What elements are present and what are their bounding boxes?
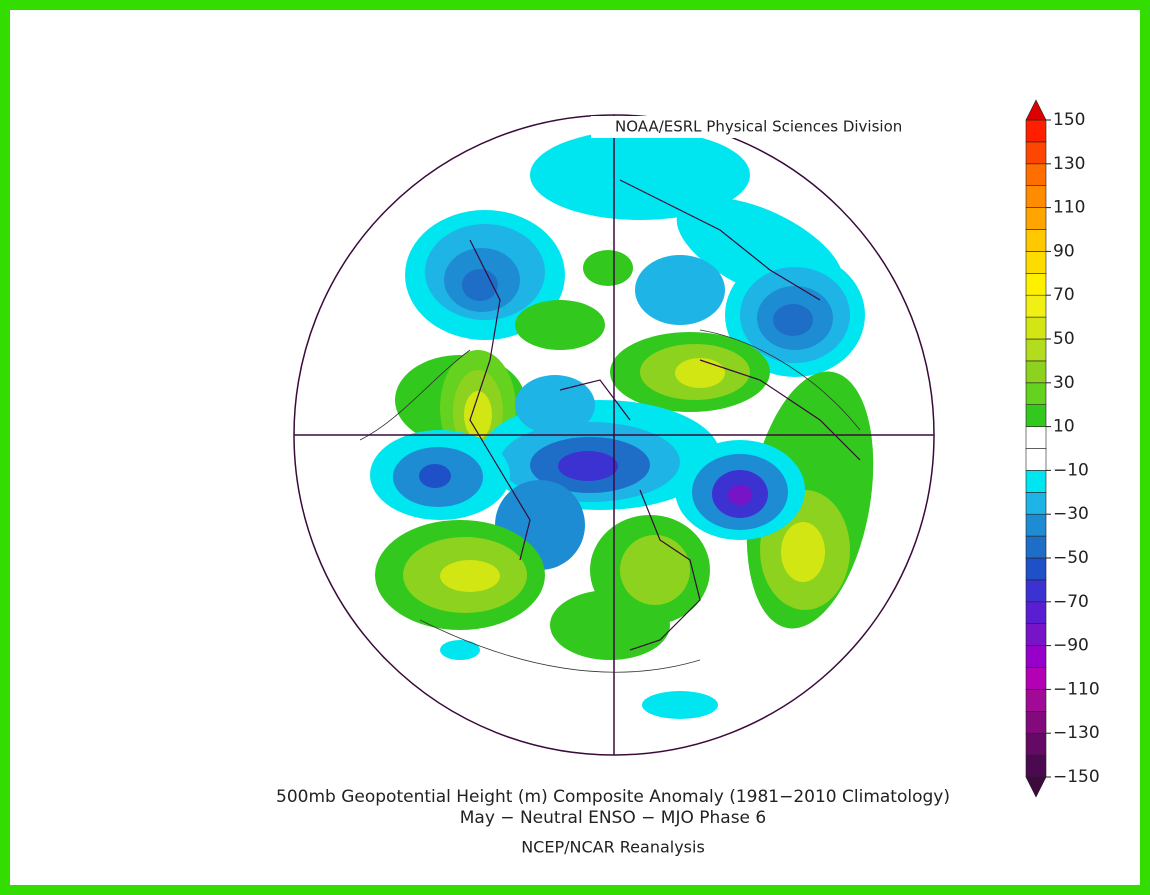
anomaly-area [728,485,752,505]
tick-label: −70 [1053,592,1089,612]
tick-label: −30 [1053,504,1089,524]
tick-label: 70 [1053,285,1075,305]
coastline [469,179,861,651]
anomaly-map [294,115,934,755]
credit-box [591,116,930,138]
color-bin [1025,404,1047,427]
credit: NOAA/ESRL Physical Sciences Division [615,118,902,136]
tick-label: 130 [1053,154,1085,174]
tick-label: 110 [1053,198,1085,218]
color-bin [1025,667,1047,690]
anomaly-area [583,250,633,286]
color-bin [1025,601,1047,624]
anomaly-area [781,522,825,582]
color-bin [1025,316,1047,340]
anomaly-area [550,590,670,660]
color-bin [1025,207,1047,230]
color-bin [1025,513,1047,537]
anomaly-area [620,535,690,605]
anomaly-area [773,304,813,336]
color-bin [1025,732,1047,756]
subtitle: May − Neutral ENSO − MJO Phase 6 [460,808,766,828]
color-bin [1025,119,1047,143]
tick-label: −130 [1053,723,1100,743]
color-bin [1025,294,1047,318]
tick-label: 50 [1053,329,1075,349]
tick-label: 90 [1053,241,1075,261]
source: NCEP/NCAR Reanalysis [521,838,705,857]
tick-label: −90 [1053,636,1089,656]
tick-label: −10 [1053,460,1089,480]
color-bin [1025,185,1047,208]
anomaly-area [530,130,750,220]
anomaly-area [515,300,605,350]
tick-label: −150 [1053,767,1100,787]
tick-label: −50 [1053,548,1089,568]
color-bin [1025,689,1047,712]
color-bin [1025,229,1047,252]
anomaly-area [635,255,725,325]
color-bin [1025,426,1047,449]
title: 500mb Geopotential Height (m) Composite … [276,787,950,807]
color-bin [1025,382,1047,405]
under-triangle [1025,776,1047,798]
tick-label: 30 [1053,373,1075,393]
anomaly-area [558,451,618,481]
anomaly-area [440,560,500,592]
color-bin [1025,470,1047,493]
tick-label: −110 [1053,679,1100,699]
color-bin [1025,360,1047,384]
color-bin [1025,251,1047,274]
color-bin [1025,141,1047,165]
color-bin [1025,448,1047,471]
color-bin [1025,710,1047,734]
color-bin [1025,272,1047,296]
contour-line [359,329,861,673]
color-bin [1025,163,1047,187]
anomaly-area [440,640,480,660]
tick-label: 150 [1053,110,1085,130]
color-bin [1025,557,1047,581]
color-bin [1025,535,1047,559]
map-border [293,114,935,756]
color-bin [1025,491,1047,515]
color-bin [1025,579,1047,603]
anomaly-area [642,691,718,719]
anomaly-area [419,464,451,488]
anomaly-area [464,391,492,439]
colorbar: 150 130 110 90 70 50 30 10 −10 −30 −50 −70 −90 −110 −1… [1025,99,1100,798]
tick-label: 10 [1053,417,1075,437]
color-bin [1025,623,1047,646]
color-bin [1025,645,1047,668]
anomaly-area [675,358,725,388]
anomaly-area [515,375,595,435]
over-triangle [1025,99,1047,121]
color-bin [1025,338,1047,362]
color-bin [1025,754,1047,778]
